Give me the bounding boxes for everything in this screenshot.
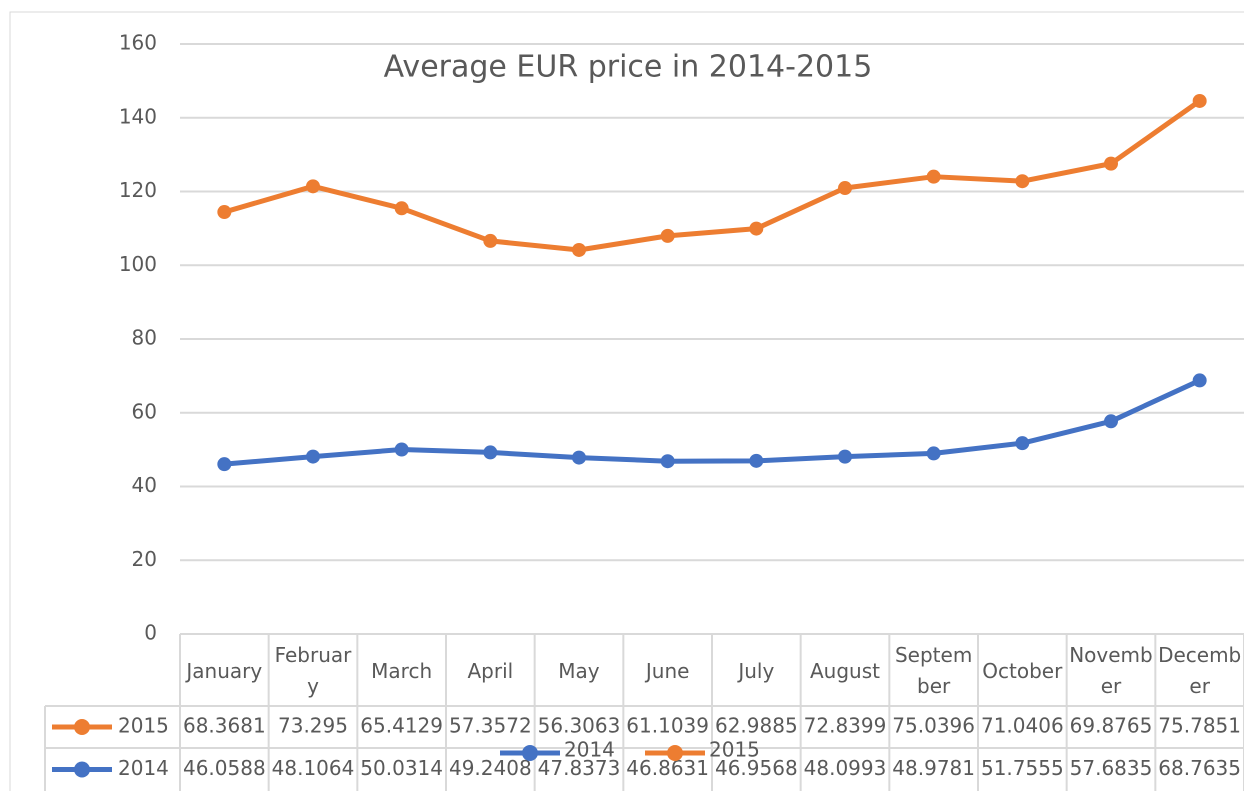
- y-tick-label: 100: [119, 252, 157, 276]
- x-tick-label: August: [809, 658, 880, 683]
- point: [306, 449, 320, 464]
- x-tick-label: September: [894, 643, 973, 698]
- y-tick-label: 160: [119, 31, 157, 55]
- point: [394, 201, 409, 216]
- y-tick-label: 120: [119, 178, 157, 202]
- table-series-name: 2015: [118, 714, 169, 738]
- table-value: 47.8373: [538, 756, 621, 780]
- x-tick-label: December: [1158, 643, 1242, 698]
- y-tick-label: 20: [132, 547, 157, 571]
- point: [572, 242, 586, 257]
- point: [749, 453, 764, 468]
- table-value: 61.1039: [626, 714, 709, 738]
- point: [1192, 93, 1207, 108]
- point: [1015, 174, 1030, 189]
- point: [1104, 414, 1118, 429]
- table-value: 75.0396: [892, 714, 975, 738]
- point: [1192, 373, 1207, 388]
- legend-key: [74, 719, 90, 735]
- point: [217, 457, 232, 472]
- point: [926, 446, 941, 461]
- table-value: 57.3572: [449, 714, 532, 738]
- table-value: 69.8765: [1070, 714, 1153, 738]
- point: [926, 169, 941, 184]
- x-tick-label: May: [558, 658, 600, 683]
- chart-title: Average EUR price in 2014-2015: [384, 50, 873, 85]
- line: [223, 98, 1202, 253]
- x-tick-label: November: [1069, 643, 1153, 698]
- legend-label: 2015: [709, 738, 760, 762]
- x-tick-label: February: [274, 643, 352, 698]
- table-value: 46.8631: [626, 756, 709, 780]
- point: [217, 205, 232, 220]
- table-value: 71.0406: [981, 714, 1064, 738]
- y-tick-label: 0: [144, 621, 157, 645]
- table-value: 73.295: [278, 714, 348, 738]
- point: [660, 228, 675, 243]
- legend-key: [522, 745, 538, 761]
- x-tick-label: April: [467, 658, 514, 683]
- point: [483, 233, 498, 248]
- table-value: 49.2408: [449, 756, 532, 780]
- legend-key: [667, 745, 683, 761]
- x-tick-label: March: [371, 658, 433, 683]
- table-value: 48.9781: [892, 756, 975, 780]
- point: [394, 442, 409, 457]
- point: [483, 445, 498, 460]
- table-value: 57.6835: [1070, 756, 1153, 780]
- point: [1015, 436, 1030, 451]
- y-tick-label: 40: [132, 473, 157, 497]
- table-value: 62.9885: [715, 714, 798, 738]
- line: [224, 378, 1201, 467]
- table-series-name: 2014: [118, 756, 169, 780]
- chart-border: [9, 11, 1244, 791]
- table-value: 51.7555: [981, 756, 1064, 780]
- point: [1104, 156, 1118, 171]
- table-value: 48.0993: [804, 756, 887, 780]
- point: [838, 181, 852, 196]
- point: [749, 221, 764, 236]
- x-tick-label: October: [982, 658, 1063, 683]
- table-value: 48.1064: [272, 756, 355, 780]
- legend-label: 2014: [564, 738, 615, 762]
- point: [660, 454, 675, 469]
- table-value: 68.3681: [183, 714, 266, 738]
- table-value: 68.7635: [1158, 756, 1241, 780]
- x-tick-label: January: [186, 658, 263, 683]
- y-tick-label: 140: [119, 104, 157, 128]
- table-value: 46.0588: [183, 756, 266, 780]
- table-value: 65.4129: [360, 714, 443, 738]
- legend-key: [74, 761, 90, 778]
- table-value: 46.9568: [715, 756, 798, 780]
- table-value: 75.7851: [1158, 714, 1241, 738]
- x-tick-label: July: [738, 658, 775, 683]
- point: [572, 450, 586, 465]
- point: [306, 179, 320, 194]
- table-value: 72.8399: [804, 714, 887, 738]
- point: [838, 449, 852, 464]
- table-value: 50.0314: [360, 756, 443, 780]
- y-tick-label: 60: [132, 399, 157, 423]
- y-tick-label: 80: [132, 326, 157, 350]
- x-tick-label: June: [645, 658, 690, 683]
- table-value: 56.3063: [538, 714, 621, 738]
